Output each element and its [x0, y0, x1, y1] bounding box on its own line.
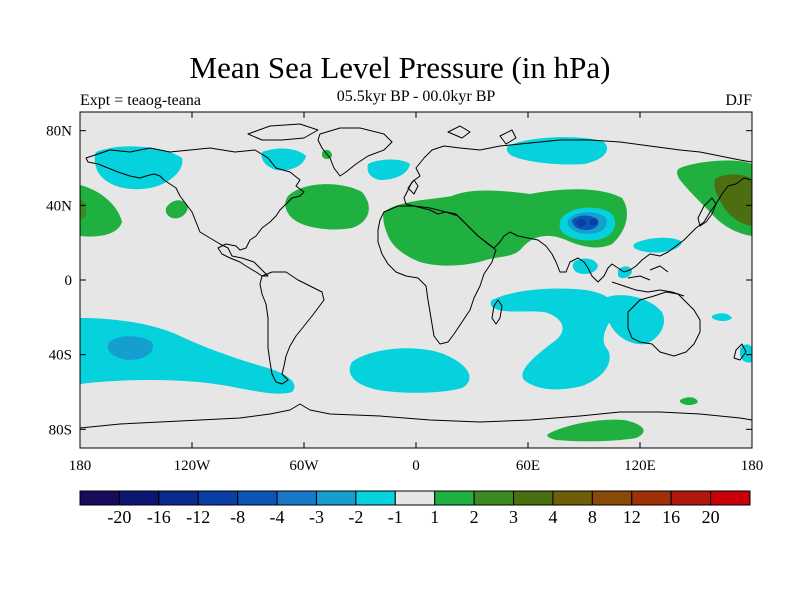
- anomaly-layer: [80, 137, 752, 442]
- anomaly-n-atlantic: [285, 184, 369, 230]
- anomaly-indian-ocean-east: [599, 295, 665, 345]
- colorbar-label: 8: [588, 507, 597, 527]
- colorbar-label: 20: [702, 507, 720, 527]
- colorbar-swatch: [394, 490, 436, 506]
- coast-new-zealand: [733, 343, 747, 361]
- colorbar-label: 12: [623, 507, 641, 527]
- anomaly-n-pacific-left: [80, 185, 122, 237]
- colorbar-swatch: [434, 490, 475, 506]
- colorbar-label: 2: [470, 507, 479, 527]
- coast-south-america: [259, 271, 325, 385]
- lon-tick-label: 180: [741, 458, 764, 474]
- coast-indonesia: [611, 265, 685, 297]
- coast-antarctica: [80, 403, 752, 429]
- lat-tick-label: 0: [65, 273, 73, 289]
- colorbar-swatch: [355, 490, 396, 506]
- lon-tick-label: 60E: [516, 458, 540, 474]
- coast-novaya-zemlya: [499, 129, 517, 145]
- anomaly-alaska-small: [165, 200, 188, 219]
- coast-africa: [377, 205, 497, 345]
- colorbar-label: -8: [230, 507, 245, 527]
- colorbar-swatch: [670, 490, 712, 506]
- colorbar-label: 1: [430, 507, 439, 527]
- anomaly-south-china-sea: [633, 237, 682, 253]
- colorbar-label: -3: [309, 507, 324, 527]
- colorbar-label: -16: [147, 507, 171, 527]
- colorbar-label: -12: [186, 507, 210, 527]
- lon-tick-label: 120E: [624, 458, 656, 474]
- colorbar-swatch: [552, 490, 593, 506]
- anomaly-hudson: [261, 148, 306, 171]
- anomaly-arctic-canada: [94, 146, 183, 190]
- coast-uk: [407, 179, 419, 195]
- plot-title: Mean Sea Level Pressure (in hPa): [189, 50, 611, 85]
- lat-tick-label: 80S: [49, 422, 72, 438]
- colorbar-swatch: [591, 490, 633, 506]
- anomaly-arctic-russia: [506, 137, 608, 165]
- colorbar-label: -1: [388, 507, 403, 527]
- colorbar-label: 3: [509, 507, 518, 527]
- coastline-layer: [80, 123, 752, 429]
- colorbar-label: -20: [107, 507, 131, 527]
- lat-tick-label: 40S: [49, 348, 72, 364]
- anomaly-s-pacific-core: [107, 336, 153, 360]
- coast-japan: [697, 197, 717, 227]
- colorbar-swatch: [79, 490, 120, 506]
- colorbar-swatch: [118, 490, 160, 506]
- colorbar-swatch: [631, 490, 672, 506]
- colorbar-label: -2: [348, 507, 363, 527]
- colorbar-swatch: [197, 490, 239, 506]
- coast-svalbard: [447, 125, 471, 139]
- period-label: 05.5kyr BP - 00.0kyr BP: [336, 88, 496, 105]
- experiment-label: Expt = teaog-teana: [80, 92, 201, 109]
- colorbar-label: 16: [662, 507, 680, 527]
- lon-tick-label: 120W: [174, 458, 212, 474]
- anomaly-philippines: [618, 266, 632, 279]
- lon-tick-label: 180: [69, 458, 92, 474]
- coast-north-america: [85, 147, 305, 277]
- anomaly-afro-eurasia: [383, 189, 627, 266]
- anomaly-kamchatka: [714, 174, 752, 226]
- colorbar-swatch: [158, 490, 199, 506]
- colorbar-swatch: [710, 490, 751, 506]
- colorbar-swatch: [276, 490, 317, 506]
- lon-tick-label: 0: [412, 458, 420, 474]
- lon-tick-label: 60W: [289, 458, 319, 474]
- coast-eurasia: [403, 139, 752, 283]
- anomaly-southern-ocean: [547, 419, 644, 442]
- coast-greenland: [317, 127, 393, 177]
- coast-madagascar: [491, 299, 503, 325]
- colorbar-swatch: [237, 490, 278, 506]
- colorbar-label: 4: [548, 507, 557, 527]
- anomaly-tibet-core-dark: [576, 219, 586, 227]
- anomaly-greenland: [367, 159, 410, 180]
- anomaly-tibet-core-dark-2: [590, 218, 598, 226]
- colorbar-swatch: [513, 490, 554, 506]
- anomaly-s-atlantic: [349, 348, 470, 393]
- colorbar-label: -4: [270, 507, 285, 527]
- anomaly-southern-ocean-small: [680, 397, 698, 405]
- lat-tick-label: 40N: [46, 198, 72, 214]
- axis-layer: 180 120W 60W 0 60E 120E 180 80N 40N 0 40S 80S: [46, 112, 763, 474]
- anomaly-nz-small: [712, 313, 732, 321]
- anomaly-bay-of-bengal: [572, 258, 598, 274]
- anomaly-australia-east: [740, 344, 752, 363]
- lat-tick-label: 80N: [46, 124, 72, 140]
- anomaly-indian-ocean: [490, 288, 615, 390]
- colorbar-swatch: [473, 490, 515, 506]
- colorbar: -20 -16 -12 -8 -4 -3 -2 -1 1 2 3 4 8 12 16 20: [79, 490, 751, 527]
- season-label: DJF: [725, 92, 752, 109]
- anomaly-n-pacific-left-core: [80, 198, 87, 220]
- coast-ellesmere: [247, 123, 319, 141]
- colorbar-swatch: [315, 490, 357, 506]
- coast-australia: [627, 291, 701, 357]
